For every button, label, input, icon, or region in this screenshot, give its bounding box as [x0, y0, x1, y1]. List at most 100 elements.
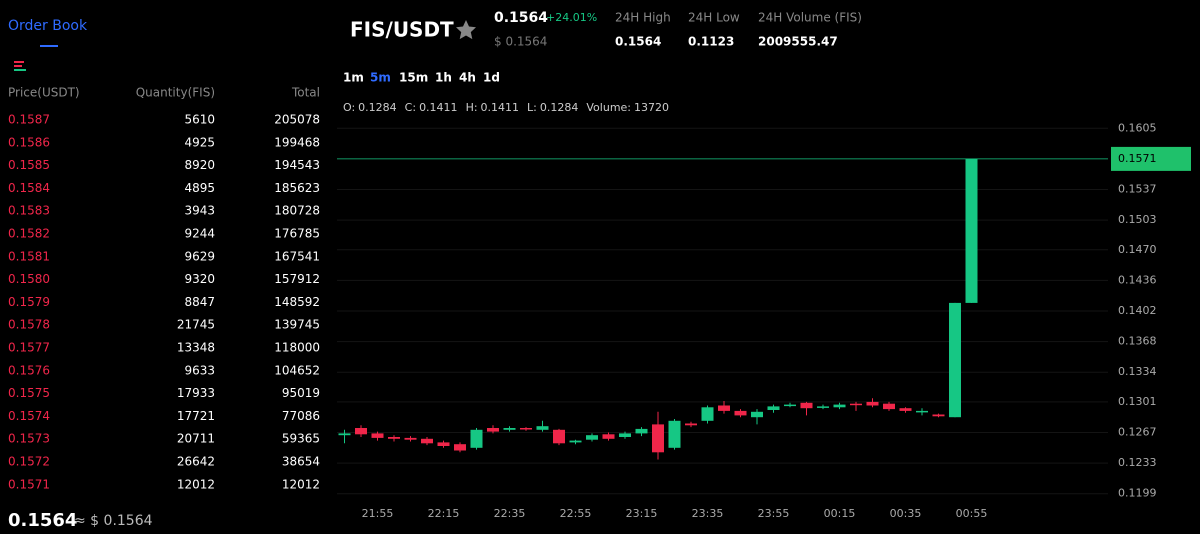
y-tick-label: 0.1537 [1118, 183, 1157, 196]
timeframe-button[interactable]: 1h [435, 71, 452, 85]
ask-quantity: 8847 [184, 295, 215, 309]
candle-body [553, 429, 565, 444]
favorite-star[interactable] [456, 20, 476, 40]
column-header: Price(USDT) [8, 86, 80, 100]
candle-body [338, 433, 351, 436]
ask-price: 0.1583 [8, 204, 50, 218]
ask-price: 0.1578 [8, 318, 50, 332]
candle-body [899, 408, 912, 411]
x-tick-label: 22:15 [428, 507, 460, 520]
ask-price: 0.1574 [8, 409, 50, 423]
x-tick-label: 22:55 [560, 507, 592, 520]
candle-body [536, 426, 549, 430]
usd-price: $ 0.1564 [494, 35, 547, 49]
ask-total: 185623 [274, 181, 320, 195]
ask-price: 0.1577 [8, 341, 50, 355]
ask-price: 0.1573 [8, 432, 50, 446]
candle-body [949, 302, 961, 418]
ask-price: 0.1576 [8, 363, 50, 377]
ask-price: 0.1579 [8, 295, 50, 309]
column-header: Quantity(FIS) [136, 86, 215, 100]
candle-body [800, 402, 813, 409]
timeframe-button[interactable]: 5m [370, 71, 391, 85]
price-change: +24.01% [546, 11, 597, 24]
y-tick-label: 0.1199 [1118, 487, 1157, 500]
y-tick-label: 0.1402 [1118, 304, 1157, 317]
candle-body [619, 433, 631, 437]
y-tick-label: 0.1233 [1118, 456, 1157, 469]
candle-body [388, 437, 400, 439]
ask-price: 0.1586 [8, 135, 50, 149]
ask-quantity: 8920 [184, 158, 215, 172]
candle-body [371, 433, 384, 438]
candle-body [718, 405, 730, 411]
ask-quantity: 17721 [177, 409, 215, 423]
ask-total: 199468 [274, 135, 320, 149]
ask-price: 0.1582 [8, 227, 50, 241]
y-tick-label: 0.1503 [1118, 213, 1157, 226]
stat-value: 0.1123 [688, 35, 734, 49]
x-tick-label: 00:15 [824, 507, 856, 520]
candle-body [751, 411, 763, 418]
timeframe-button[interactable]: 15m [399, 71, 428, 85]
ask-total: 205078 [274, 113, 320, 127]
ohlc-value: 0.1411 [481, 101, 520, 114]
stat-value: 0.1564 [615, 35, 661, 49]
stat-label: 24H Low [688, 11, 740, 25]
y-tick-label: 0.1368 [1118, 335, 1157, 348]
ask-quantity: 9633 [184, 363, 215, 377]
column-header: Total [291, 86, 320, 100]
candle-body [355, 428, 367, 435]
ask-total: 59365 [282, 432, 320, 446]
candle-body [701, 407, 714, 421]
ohlc-label: H: [466, 101, 478, 114]
ask-total: 157912 [274, 272, 320, 286]
candle-body [685, 423, 697, 426]
candle-body [421, 438, 433, 444]
ask-total: 139745 [274, 318, 320, 332]
timeframe-button[interactable]: 4h [459, 71, 476, 85]
ask-quantity: 13348 [177, 341, 215, 355]
y-tick-label: 0.1470 [1118, 243, 1157, 256]
stat-value: 2009555.47 [758, 35, 838, 49]
candle-body [784, 404, 796, 407]
candle-body [470, 429, 483, 448]
ask-price: 0.1584 [8, 181, 50, 195]
ohlc-value: 13720 [634, 101, 669, 114]
book-icon[interactable] [14, 61, 26, 71]
ask-total: 38654 [282, 455, 320, 469]
candle-body [454, 444, 466, 451]
ask-price: 0.1572 [8, 455, 50, 469]
y-tick-label: 0.1267 [1118, 426, 1157, 439]
candle-body [668, 420, 681, 448]
ask-price: 0.1575 [8, 386, 50, 400]
candlestick-chart: 0.1199 0.1233 0.1267 0.1301 0.1334 0.1368 0.14… [337, 121, 1191, 520]
y-tick-label: 0.1436 [1118, 273, 1157, 286]
ask-price: 0.1581 [8, 249, 50, 263]
ohlc-label: C: [405, 101, 416, 114]
last-price: 0.1564 [8, 510, 77, 531]
pair-name: FIS/USDT [350, 18, 454, 42]
y-tick-label: 0.1301 [1118, 395, 1157, 408]
y-tick-label: 0.1605 [1118, 121, 1157, 134]
ask-quantity: 9320 [184, 272, 215, 286]
candle-body [602, 434, 615, 439]
order-book-tab[interactable]: Order Book [8, 18, 88, 34]
ohlc-value: 0.1411 [419, 101, 458, 114]
ask-total: 180728 [274, 204, 320, 218]
timeframe-button[interactable]: 1d [483, 71, 500, 85]
candle-body [503, 428, 516, 430]
x-tick-label: 22:35 [494, 507, 526, 520]
candle-body [883, 403, 895, 410]
ask-quantity: 26642 [177, 455, 215, 469]
timeframe-button[interactable]: 1m [343, 71, 364, 85]
candle-body [635, 428, 648, 434]
ask-total: 104652 [274, 363, 320, 377]
x-tick-label: 23:35 [692, 507, 724, 520]
candle-body [767, 406, 780, 410]
candle-body [965, 158, 978, 303]
x-tick-label: 23:55 [758, 507, 790, 520]
ask-total: 118000 [274, 341, 320, 355]
